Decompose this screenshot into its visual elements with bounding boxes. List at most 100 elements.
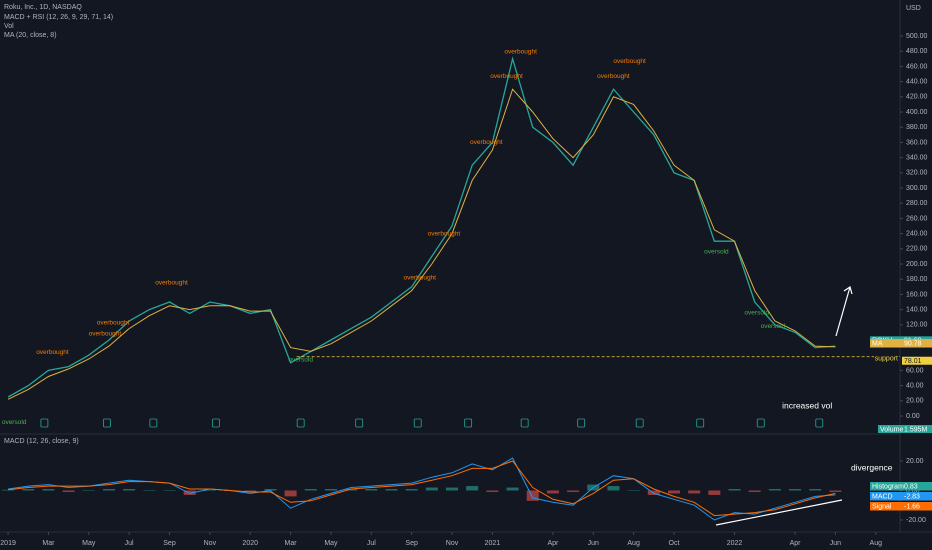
annotation: oversold [761, 323, 786, 330]
x-tick-label: Mar [285, 540, 298, 547]
series-line [8, 460, 836, 517]
y-tick-label: 340.00 [906, 154, 928, 161]
x-tick-label: Apr [790, 540, 802, 547]
y-tick-label: 0.00 [906, 487, 920, 494]
histogram-bar [123, 489, 136, 491]
histogram-bar [446, 487, 459, 491]
macd-title: MACD (12, 26, close, 9) [4, 438, 79, 445]
series-line [7, 88, 836, 400]
annotation: overbought [403, 274, 436, 281]
earnings-marker [212, 418, 220, 428]
histogram-bar [304, 489, 317, 491]
annotation: oversold [704, 249, 729, 256]
last-value: -2.83 [904, 493, 920, 500]
last-value-name: Histogram [872, 483, 904, 490]
y-tick-label: 480.00 [906, 48, 928, 55]
annotation: overbought [428, 230, 461, 237]
y-tick-label: 140.00 [906, 306, 928, 313]
y-tick-label: 360.00 [906, 139, 928, 146]
histogram-bar [748, 490, 761, 492]
earnings-marker [296, 418, 305, 428]
last-value: 0.83 [904, 483, 918, 490]
histogram-bar [829, 490, 842, 492]
y-tick-label: -20.00 [906, 517, 926, 524]
last-value-box [870, 482, 932, 491]
annotation: overbought [597, 73, 630, 80]
earnings-marker [413, 418, 422, 428]
y-tick-label: 120.00 [906, 322, 928, 329]
earnings-marker [577, 418, 586, 428]
histogram-bar [82, 490, 95, 491]
y-tick-label: 260.00 [906, 215, 928, 222]
annotation: overbought [97, 319, 130, 326]
y-tick-label: 40.00 [906, 382, 924, 389]
indicator-name: MACD + RSI (12, 26, 9, 29, 71, 14) [4, 14, 113, 21]
histogram-bar [627, 490, 640, 491]
y-tick-label: 160.00 [906, 291, 928, 298]
annotation: oversold [2, 419, 27, 426]
x-tick-label: Jun [830, 540, 841, 547]
annotation: overbought [490, 73, 523, 80]
annotation: overbought [470, 139, 503, 146]
histogram-bar [667, 490, 680, 494]
y-axis-label: USD [906, 5, 921, 12]
histogram-bar [345, 489, 358, 491]
series-line [7, 56, 836, 398]
histogram-bar [506, 487, 519, 491]
indicator-name: Vol [4, 23, 14, 30]
y-tick-label: 280.00 [906, 200, 928, 207]
x-tick-label: Aug [870, 540, 883, 547]
histogram-bar [2, 489, 15, 491]
earnings-marker [355, 418, 364, 428]
histogram-bar [163, 490, 176, 491]
histogram-bar [244, 490, 257, 492]
x-tick-label: 2020 [242, 540, 258, 547]
annotation: overbought [504, 49, 537, 56]
y-tick-label: 220.00 [906, 246, 928, 253]
earnings-marker [464, 418, 473, 428]
y-tick-label: 500.00 [906, 33, 928, 40]
y-tick-label: 460.00 [906, 63, 928, 70]
y-tick-label: 400.00 [906, 109, 928, 116]
support-value: 78.01 [904, 358, 922, 365]
histogram-bar [526, 490, 539, 501]
x-tick-label: Jul [367, 540, 376, 547]
indicator-name: MA (20, close, 8) [4, 32, 57, 39]
annotation: overbought [613, 58, 646, 65]
last-value-box [870, 502, 932, 511]
y-tick-label: 240.00 [906, 230, 928, 237]
x-tick-label: Sep [163, 540, 176, 547]
x-tick-label: 2019 [0, 540, 16, 547]
y-tick-label: 20.00 [906, 458, 924, 465]
last-value: -1.66 [904, 503, 920, 510]
earnings-marker [635, 418, 644, 428]
last-value-box [870, 492, 932, 501]
y-tick-label: 180.00 [906, 276, 928, 283]
volume-label: 1.595M [904, 426, 928, 433]
volume-name: Volume [880, 426, 903, 433]
earnings-marker [520, 418, 529, 428]
histogram-bar [567, 490, 580, 492]
histogram-bar [688, 490, 701, 494]
annotation: overbought [89, 331, 122, 338]
x-tick-label: Jun [588, 540, 599, 547]
earnings-marker [815, 418, 824, 428]
histogram-bar [42, 489, 55, 491]
histogram-bar [425, 487, 438, 491]
last-value-name: Signal [872, 503, 892, 510]
y-tick-label: 320.00 [906, 170, 928, 177]
histogram-bar [62, 490, 75, 492]
trend-line [715, 499, 843, 526]
annotation: oversold [288, 356, 313, 363]
x-tick-label: May [82, 540, 96, 547]
histogram-bar [203, 490, 216, 491]
volume-box [878, 425, 932, 433]
histogram-bar [365, 489, 378, 491]
annotation: overbought [36, 349, 69, 356]
histogram-bar [789, 489, 802, 491]
histogram-bar [546, 490, 559, 494]
annotation: oversold [744, 309, 769, 316]
